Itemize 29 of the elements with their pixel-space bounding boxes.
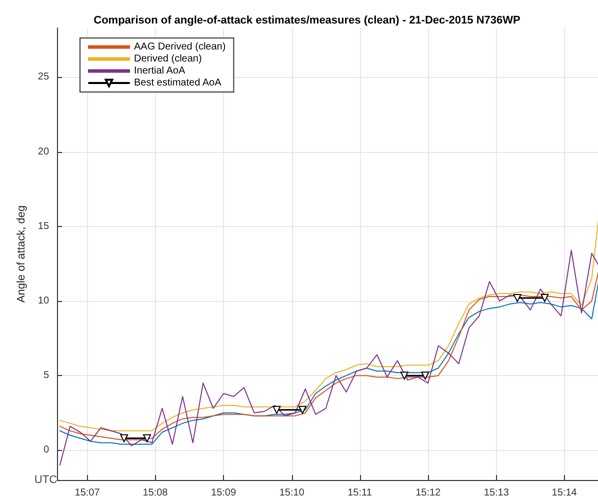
point bbox=[272, 406, 281, 414]
y-tick-label: 15 bbox=[38, 220, 50, 232]
y-tick-label: 5 bbox=[43, 370, 50, 382]
y-tick-label: 25 bbox=[38, 72, 50, 83]
x-tick-label: 15:13 bbox=[484, 488, 510, 498]
legend-label: Best estimated AoA bbox=[134, 78, 222, 88]
x-tick-label: 15:11 bbox=[348, 488, 372, 498]
point bbox=[540, 294, 549, 302]
point bbox=[143, 434, 152, 442]
x-tick-label: 15:07 bbox=[74, 488, 100, 498]
x-tick-label: 15:14 bbox=[552, 488, 578, 498]
x-tick-label: 15:08 bbox=[142, 488, 168, 498]
y-tick-label: 20 bbox=[38, 146, 50, 158]
point bbox=[400, 372, 408, 380]
y-tick-label: 0 bbox=[43, 444, 50, 456]
point bbox=[421, 372, 430, 380]
x-tick-label: 15:09 bbox=[211, 488, 236, 498]
x-tick-label: 15:10 bbox=[279, 488, 305, 498]
point bbox=[513, 294, 522, 302]
point bbox=[120, 434, 128, 442]
legend-label: Inertial AoA bbox=[134, 66, 186, 76]
legend-label: AAG Derived (clean) bbox=[134, 42, 226, 52]
x-axis-title: UTC bbox=[34, 474, 58, 486]
x-tick-label: 15:12 bbox=[416, 488, 442, 498]
chart-title: Comparison of angle-of-attack estimates/measures (clean) - 21-Dec-2015 N736WP bbox=[94, 14, 520, 26]
y-tick-label: 10 bbox=[38, 295, 50, 306]
legend-label: Derived (clean) bbox=[134, 54, 202, 64]
point bbox=[298, 406, 306, 414]
y-axis-title: Angle of attack, deg bbox=[16, 205, 28, 303]
